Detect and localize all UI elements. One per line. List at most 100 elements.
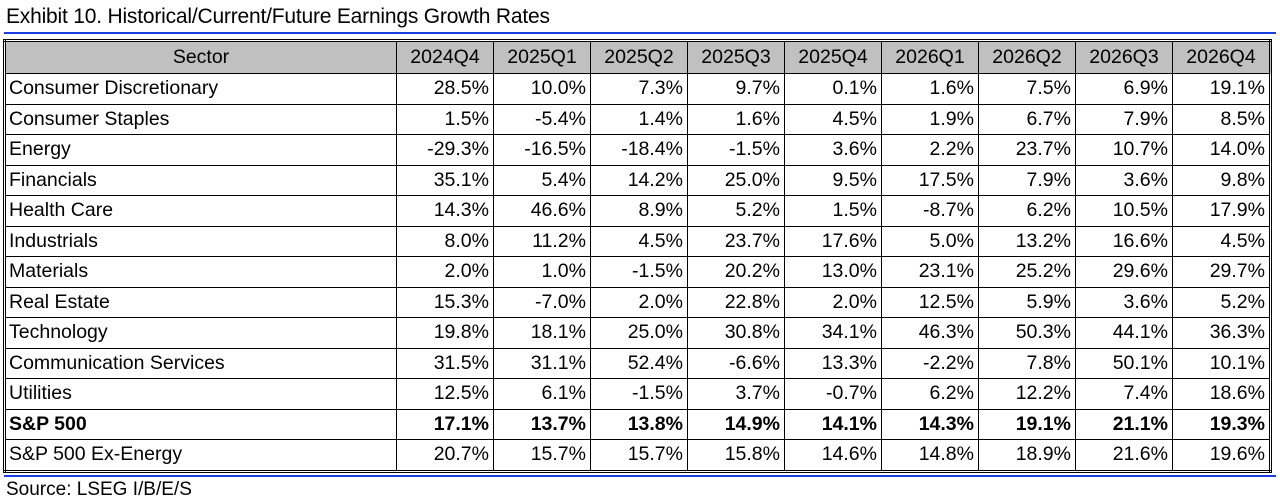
value-cell: 15.3% <box>396 286 494 318</box>
value-cell: 19.3% <box>1172 408 1271 440</box>
value-cell: 13.0% <box>784 256 882 288</box>
value-cell: -6.6% <box>687 347 785 379</box>
table-row: Materials 2.0% 1.0% -1.5% 20.2% 13.0% 23.1% 25.… <box>4 256 1271 288</box>
value-cell: 25.0% <box>590 317 688 349</box>
sector-cell: Utilities <box>4 378 397 410</box>
value-cell: 1.0% <box>493 256 591 288</box>
sector-cell: Technology <box>4 317 397 349</box>
header-2025q2: 2025Q2 <box>590 40 688 74</box>
table-row: Industrials 8.0% 11.2% 4.5% 23.7% 17.6% 5.0% 13… <box>4 225 1271 257</box>
earnings-growth-table: Sector 2024Q4 2025Q1 2025Q2 2025Q3 2025Q4 2026… <box>3 39 1272 473</box>
value-cell: 7.9% <box>978 164 1076 196</box>
value-cell: -1.5% <box>687 134 785 166</box>
value-cell: 34.1% <box>784 317 882 349</box>
value-cell: 12.2% <box>978 378 1076 410</box>
table-row: Consumer Discretionary 28.5% 10.0% 7.3% 9.7%… <box>4 73 1271 105</box>
value-cell: 5.4% <box>493 164 591 196</box>
value-cell: 31.1% <box>493 347 591 379</box>
bottom-rule <box>4 475 1276 477</box>
header-2025q1: 2025Q1 <box>493 40 591 74</box>
value-cell: 21.1% <box>1075 408 1173 440</box>
value-cell: -8.7% <box>881 195 979 227</box>
value-cell: -1.5% <box>590 256 688 288</box>
value-cell: 2.0% <box>396 256 494 288</box>
value-cell: 12.5% <box>881 286 979 318</box>
value-cell: 4.5% <box>1172 225 1271 257</box>
value-cell: 4.5% <box>784 103 882 135</box>
value-cell: 5.9% <box>978 286 1076 318</box>
value-cell: 10.5% <box>1075 195 1173 227</box>
value-cell: -7.0% <box>493 286 591 318</box>
value-cell: 1.4% <box>590 103 688 135</box>
value-cell: 5.2% <box>1172 286 1271 318</box>
value-cell: 1.5% <box>396 103 494 135</box>
value-cell: 7.8% <box>978 347 1076 379</box>
value-cell: 1.5% <box>784 195 882 227</box>
value-cell: 22.8% <box>687 286 785 318</box>
table-row: Technology 19.8% 18.1% 25.0% 30.8% 34.1% 46.3%… <box>4 317 1271 349</box>
header-2026q4: 2026Q4 <box>1172 40 1271 74</box>
value-cell: 23.1% <box>881 256 979 288</box>
value-cell: 4.5% <box>590 225 688 257</box>
value-cell: 13.8% <box>590 408 688 440</box>
value-cell: 15.7% <box>590 439 688 472</box>
header-2026q1: 2026Q1 <box>881 40 979 74</box>
value-cell: 1.6% <box>881 73 979 105</box>
sector-cell: Materials <box>4 256 397 288</box>
value-cell: 1.9% <box>881 103 979 135</box>
value-cell: 5.0% <box>881 225 979 257</box>
table-row: Consumer Staples 1.5% -5.4% 1.4% 1.6% 4.5% 1.9… <box>4 103 1271 135</box>
value-cell: 25.0% <box>687 164 785 196</box>
value-cell: 20.7% <box>396 439 494 472</box>
value-cell: -29.3% <box>396 134 494 166</box>
value-cell: 19.8% <box>396 317 494 349</box>
value-cell: 3.6% <box>784 134 882 166</box>
value-cell: 36.3% <box>1172 317 1271 349</box>
sector-cell: Real Estate <box>4 286 397 318</box>
value-cell: 18.9% <box>978 439 1076 472</box>
sector-cell: Health Care <box>4 195 397 227</box>
value-cell: 2.0% <box>590 286 688 318</box>
sector-cell: Industrials <box>4 225 397 257</box>
value-cell: 16.6% <box>1075 225 1173 257</box>
table-row: Health Care 14.3% 46.6% 8.9% 5.2% 1.5% -8.7% 6.… <box>4 195 1271 227</box>
value-cell: 14.3% <box>396 195 494 227</box>
sector-cell: S&P 500 <box>4 408 397 440</box>
value-cell: -16.5% <box>493 134 591 166</box>
top-rule <box>4 32 1276 34</box>
value-cell: 6.2% <box>881 378 979 410</box>
value-cell: 7.3% <box>590 73 688 105</box>
table-row: Communication Services 31.5% 31.1% 52.4% -6.… <box>4 347 1271 379</box>
value-cell: -5.4% <box>493 103 591 135</box>
value-cell: 14.8% <box>881 439 979 472</box>
value-cell: 8.0% <box>396 225 494 257</box>
value-cell: 11.2% <box>493 225 591 257</box>
header-2026q2: 2026Q2 <box>978 40 1076 74</box>
value-cell: 9.5% <box>784 164 882 196</box>
header-sector: Sector <box>4 40 397 74</box>
value-cell: 13.7% <box>493 408 591 440</box>
value-cell: 6.7% <box>978 103 1076 135</box>
value-cell: 15.7% <box>493 439 591 472</box>
value-cell: 3.6% <box>1075 164 1173 196</box>
value-cell: 17.1% <box>396 408 494 440</box>
value-cell: 5.2% <box>687 195 785 227</box>
sector-cell: Financials <box>4 164 397 196</box>
value-cell: 28.5% <box>396 73 494 105</box>
header-2025q3: 2025Q3 <box>687 40 785 74</box>
value-cell: 46.3% <box>881 317 979 349</box>
value-cell: 14.6% <box>784 439 882 472</box>
value-cell: 25.2% <box>978 256 1076 288</box>
header-2026q3: 2026Q3 <box>1075 40 1173 74</box>
exhibit-title: Exhibit 10. Historical/Current/Future Ea… <box>6 5 550 28</box>
table-row: Utilities 12.5% 6.1% -1.5% 3.7% -0.7% 6.2% 12.2… <box>4 378 1271 410</box>
value-cell: -1.5% <box>590 378 688 410</box>
value-cell: 8.5% <box>1172 103 1271 135</box>
table-row: S&P 500 Ex-Energy 20.7% 15.7% 15.7% 15.8% 14.… <box>4 439 1271 472</box>
value-cell: 18.1% <box>493 317 591 349</box>
value-cell: 19.1% <box>978 408 1076 440</box>
value-cell: 9.8% <box>1172 164 1271 196</box>
value-cell: 7.5% <box>978 73 1076 105</box>
value-cell: 29.6% <box>1075 256 1173 288</box>
sector-cell: Energy <box>4 134 397 166</box>
